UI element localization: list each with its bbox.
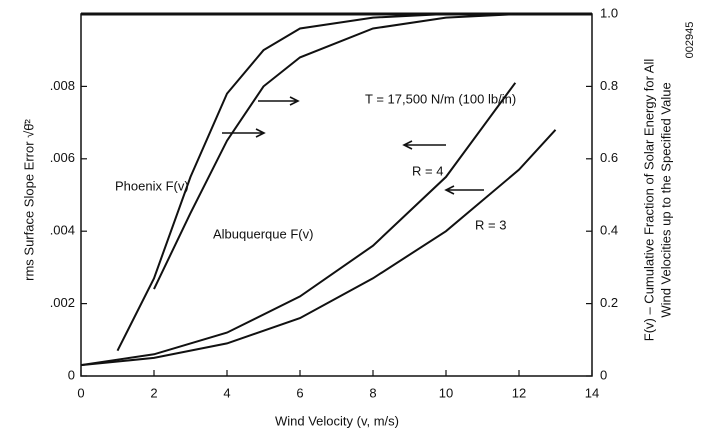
y2-tick-label: 0.6 — [600, 150, 618, 165]
plot-frame — [80, 13, 593, 377]
x-tick-label: 4 — [223, 385, 230, 400]
y2-axis-label: Wind Velocities up to the Specified Valu… — [658, 82, 673, 317]
y2-tick-label: 0 — [600, 367, 607, 382]
y2-tick-label: 0.4 — [600, 223, 618, 238]
arrow — [444, 185, 484, 195]
arrow — [222, 128, 266, 138]
y-tick-label: .004 — [50, 223, 75, 238]
y-tick-label: .006 — [50, 150, 75, 165]
figure-id: 002945 — [684, 22, 696, 59]
y-tick-label: .002 — [50, 295, 75, 310]
x-tick-label: 10 — [439, 385, 453, 400]
y2-tick-label: 0.8 — [600, 78, 618, 93]
y-tick-label: 0 — [68, 367, 75, 382]
x-tick-label: 6 — [296, 385, 303, 400]
y2-tick-label: 1.0 — [600, 5, 618, 20]
series-label: R = 4 — [412, 163, 443, 178]
x-tick-label: 2 — [150, 385, 157, 400]
series-label: Albuquerque F(v) — [213, 226, 313, 241]
x-axis-label: Wind Velocity (v, m/s) — [275, 413, 399, 428]
arrow — [258, 96, 300, 106]
x-tick-label: 8 — [369, 385, 376, 400]
line-series — [153, 13, 592, 290]
y-axis-label: rms Surface Slope Error √θ̄² — [21, 118, 36, 280]
annotation: T = 17,500 N/m (100 lb/in) — [365, 91, 516, 106]
x-tick-label: 14 — [585, 385, 599, 400]
line-series — [80, 129, 557, 367]
y2-axis-label: F(v) – Cumulative Fraction of Solar Ener… — [641, 59, 656, 342]
line-series — [80, 82, 517, 367]
series-label: Phoenix F(v) — [115, 178, 189, 193]
series-label: R = 3 — [475, 217, 506, 232]
x-tick-label: 0 — [77, 385, 84, 400]
arrow — [402, 140, 446, 150]
y2-tick-label: 0.2 — [600, 295, 618, 310]
x-tick-label: 12 — [512, 385, 526, 400]
y-tick-label: .008 — [50, 78, 75, 93]
line-series — [116, 13, 592, 352]
